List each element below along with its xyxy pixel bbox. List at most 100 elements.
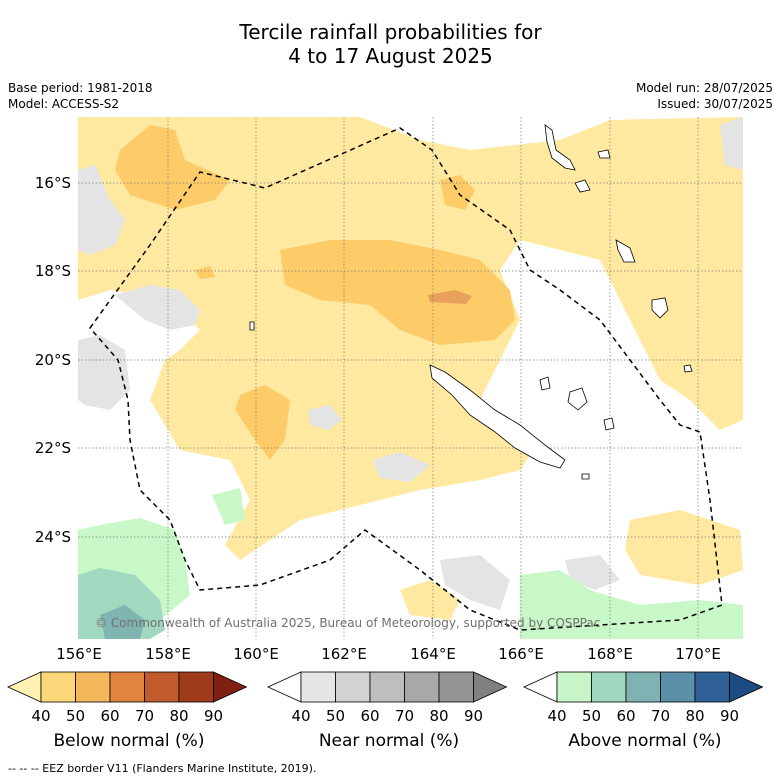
near-normal-central [308, 405, 342, 430]
colorbar-segment [404, 671, 440, 703]
coastlines [249, 124, 693, 480]
above-normal-caption: Above normal (%) [568, 731, 722, 751]
near-normal-west-3 [115, 285, 200, 330]
colorbar-segment [335, 671, 371, 703]
colorbar-tick-label: 70 [651, 707, 670, 725]
lat-label: 22°S [35, 439, 71, 457]
below-normal-50-60-northeast [440, 175, 475, 210]
new-caledonia-coast [429, 364, 566, 469]
colorbar-segment [591, 671, 627, 703]
colorbar-segment [144, 671, 180, 703]
small-island [683, 364, 693, 373]
colorbar-tick-label: 50 [582, 707, 601, 725]
near-normal-south [440, 555, 510, 610]
vanuatu-island [597, 149, 611, 159]
lon-label: 168°E [587, 645, 633, 663]
lon-label: 160°E [233, 645, 279, 663]
lon-label: 164°E [410, 645, 456, 663]
colorbar: 40 50 60 70 80 90 [523, 671, 764, 725]
colorbar-segment [178, 671, 214, 703]
near-normal-west-1 [78, 165, 125, 255]
vanuatu-island [574, 179, 591, 193]
colorbar-left-arrow [523, 671, 558, 703]
base-period: Base period: 1981-2018 [8, 81, 153, 95]
latitude-labels: 16°S 18°S 20°S 22°S 24°S [35, 174, 71, 546]
below-normal-50-60-west [235, 385, 290, 460]
lon-label: 158°E [145, 645, 191, 663]
colorbar-tick-label: 80 [429, 707, 448, 725]
loyalty-island [539, 376, 551, 391]
lon-label: 162°E [321, 645, 367, 663]
loyalty-island [603, 417, 615, 431]
vanuatu-island [615, 239, 636, 263]
below-normal-50-60-small [195, 266, 215, 279]
near-normal-southeast [373, 452, 430, 482]
colorbar-right-arrow [213, 671, 248, 703]
colorbar-left-arrow [7, 671, 42, 703]
colorbar-tick-label: 40 [547, 707, 566, 725]
eez-legend-footer: -- -- -- EEZ border V11 (Flanders Marine… [8, 762, 317, 775]
colorbar-tick-label: 40 [31, 707, 50, 725]
near-normal-northeast [720, 117, 743, 170]
colorbar-segment [109, 671, 145, 703]
model-run: Model run: 28/07/2025 [635, 81, 773, 95]
colorbar-left-arrow [267, 671, 302, 703]
colorbar-tick-label: 80 [169, 707, 188, 725]
below-normal-50-60-north [115, 125, 230, 210]
colorbar-right-arrow [729, 671, 764, 703]
loyalty-island [567, 387, 588, 411]
lon-label: 156°E [56, 645, 102, 663]
colorbar-segment [660, 671, 696, 703]
colorbar-tick-label: 50 [66, 707, 85, 725]
colorbar-right-arrow [473, 671, 508, 703]
small-island [249, 321, 255, 331]
colorbar-tick-label: 90 [720, 707, 739, 725]
lon-label: 166°E [498, 645, 544, 663]
colorbar-tick-label: 70 [135, 707, 154, 725]
colorbar-segment [75, 671, 111, 703]
below-normal-60-70 [428, 290, 472, 304]
small-island [581, 473, 590, 480]
colorbar-segment [438, 671, 474, 703]
map-title-line2: 4 to 17 August 2025 [288, 44, 493, 68]
below-normal-50-60-central [280, 240, 515, 345]
above-normal-60-70 [100, 605, 145, 639]
colorbar-tick-label: 90 [464, 707, 483, 725]
above-normal-40-50-small [212, 488, 245, 525]
colorbar-tick-label: 70 [395, 707, 414, 725]
below-normal-40-50-region [78, 117, 743, 560]
colorbar-tick-label: 60 [360, 707, 379, 725]
colorbar-segment [40, 671, 76, 703]
colorbar-segment [369, 671, 405, 703]
lat-label: 20°S [35, 351, 71, 369]
colorbar: 40 50 60 70 80 90 [267, 671, 508, 725]
map-fields: © Commonwealth of Australia 2025, Bureau… [78, 117, 743, 639]
colorbar-tick-label: 90 [204, 707, 223, 725]
lat-label: 16°S [35, 174, 71, 192]
lat-label: 24°S [35, 528, 71, 546]
near-normal-caption: Near normal (%) [318, 731, 460, 751]
colorbar-tick-label: 50 [326, 707, 345, 725]
colorbar-segment [625, 671, 661, 703]
colorbars: 40 50 60 70 80 90 40 50 60 70 80 90 40 50 60 70 80 90 [7, 671, 764, 725]
graticule [78, 117, 743, 639]
colorbar-tick-label: 60 [100, 707, 119, 725]
below-normal-caption: Below normal (%) [53, 731, 205, 751]
colorbar-segment [556, 671, 592, 703]
colorbar-segment [300, 671, 336, 703]
near-normal-south-east [565, 555, 620, 590]
colorbar-tick-label: 40 [291, 707, 310, 725]
lon-label: 170°E [675, 645, 721, 663]
vanuatu-coast [544, 124, 576, 171]
longitude-labels: 156°E 158°E 160°E 162°E 164°E 166°E 168°… [56, 645, 721, 663]
issued-date: Issued: 30/07/2025 [657, 97, 773, 111]
near-normal-west-2 [78, 335, 130, 410]
colorbar-segment [694, 671, 730, 703]
lat-label: 18°S [35, 262, 71, 280]
colorbar-tick-label: 80 [685, 707, 704, 725]
copyright-text: © Commonwealth of Australia 2025, Bureau… [95, 616, 600, 630]
colorbar-tick-label: 60 [616, 707, 635, 725]
eez-border [89, 127, 723, 631]
colorbar: 40 50 60 70 80 90 [7, 671, 248, 725]
